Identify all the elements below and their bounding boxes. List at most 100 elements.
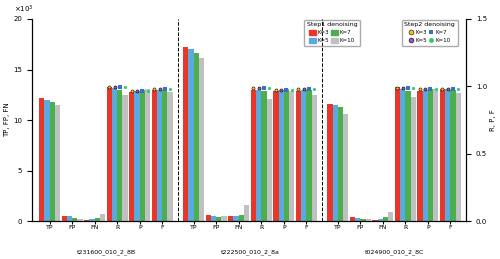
Bar (456, 93, 461, 221)
Point (144, 89, 152, 93)
Bar (157, 90, 162, 221)
Point (265, 86, 273, 90)
Point (128, 89, 136, 93)
Bar (72, 218, 78, 221)
Bar (122, 95, 128, 221)
Bar (301, 90, 306, 221)
Point (254, 86, 262, 90)
Point (138, 89, 146, 93)
Bar (400, 89, 406, 221)
Bar (266, 98, 272, 221)
Bar (422, 90, 428, 221)
Bar (112, 88, 117, 221)
Bar (84, 220, 89, 221)
Point (260, 86, 268, 90)
Bar (145, 89, 150, 221)
Text: t024900_010_2_8C: t024900_010_2_8C (364, 249, 424, 255)
Point (121, 85, 129, 89)
Bar (183, 47, 188, 221)
Bar (388, 212, 394, 221)
Bar (222, 216, 226, 221)
Bar (410, 97, 416, 221)
Point (166, 87, 174, 91)
Bar (168, 92, 172, 221)
Bar (106, 87, 112, 221)
Bar (406, 91, 410, 221)
Bar (278, 90, 284, 221)
Bar (343, 113, 348, 221)
Point (277, 88, 285, 92)
Bar (338, 107, 343, 221)
Bar (188, 49, 194, 221)
Point (398, 86, 406, 90)
Bar (199, 58, 204, 221)
Bar (238, 215, 244, 221)
Point (110, 85, 118, 89)
Point (394, 86, 402, 90)
Point (404, 86, 412, 90)
Point (106, 85, 114, 89)
Point (421, 87, 429, 91)
Bar (332, 105, 338, 221)
Bar (94, 218, 100, 221)
Point (150, 87, 158, 91)
Bar (62, 216, 67, 221)
Bar (312, 95, 317, 221)
Bar (140, 90, 145, 221)
Bar (378, 219, 383, 221)
Bar (296, 91, 301, 221)
Text: t222500_010_2_8a: t222500_010_2_8a (220, 249, 280, 255)
Point (294, 87, 302, 91)
Text: $\times10^3$: $\times10^3$ (14, 4, 34, 15)
Point (432, 87, 440, 91)
Bar (44, 100, 50, 221)
Bar (117, 90, 122, 221)
Bar (418, 91, 422, 221)
Point (282, 88, 290, 92)
Bar (228, 216, 234, 221)
Point (449, 87, 457, 91)
Bar (39, 98, 44, 221)
Bar (244, 205, 250, 221)
Bar (216, 217, 222, 221)
Bar (78, 219, 82, 221)
Point (133, 89, 141, 93)
Bar (134, 91, 140, 221)
Bar (350, 217, 355, 221)
Point (272, 88, 280, 92)
Bar (211, 216, 216, 221)
Bar (262, 91, 266, 221)
Text: t231600_010_2_8B: t231600_010_2_8B (76, 249, 136, 255)
Bar (306, 90, 312, 221)
Point (438, 87, 446, 91)
Bar (428, 89, 433, 221)
Point (300, 87, 308, 91)
Bar (289, 91, 294, 221)
Point (444, 87, 452, 91)
Bar (50, 102, 55, 221)
Point (305, 87, 313, 91)
Bar (55, 105, 60, 221)
Point (454, 87, 462, 91)
Point (310, 87, 318, 91)
Bar (129, 92, 134, 221)
Bar (152, 90, 157, 221)
Bar (67, 216, 72, 221)
Point (409, 86, 417, 90)
Bar (256, 90, 262, 221)
Bar (440, 89, 445, 221)
Point (161, 87, 169, 91)
Bar (234, 216, 238, 221)
Bar (366, 219, 371, 221)
Y-axis label: TP, FP, FN: TP, FP, FN (4, 103, 10, 138)
Bar (162, 90, 168, 221)
Bar (274, 91, 278, 221)
Bar (194, 53, 199, 221)
Bar (395, 87, 400, 221)
Bar (450, 90, 456, 221)
Bar (328, 104, 332, 221)
Bar (372, 220, 378, 221)
Point (426, 87, 434, 91)
Bar (433, 89, 438, 221)
Bar (383, 217, 388, 221)
